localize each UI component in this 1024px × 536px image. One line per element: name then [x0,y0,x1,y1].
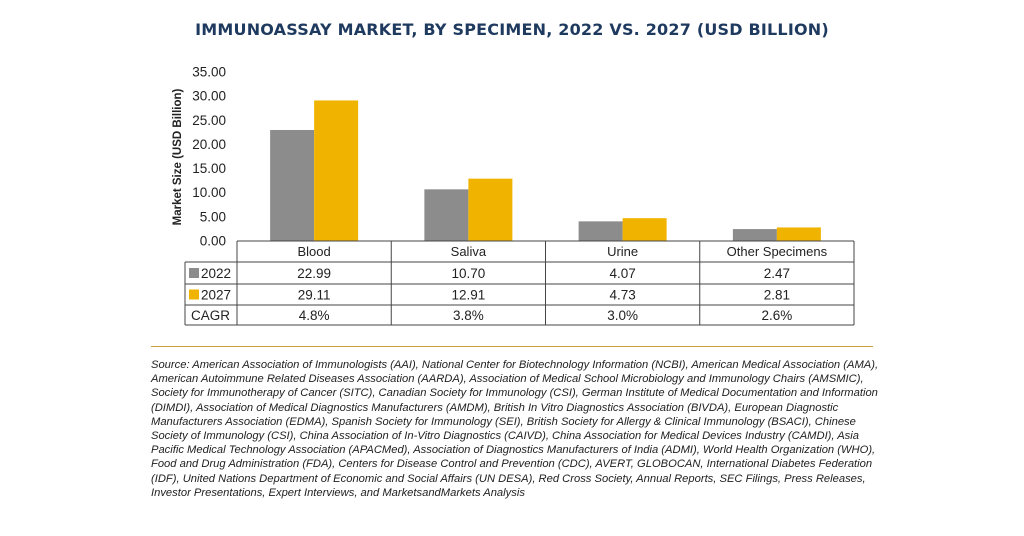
x-tick-label: Blood [298,244,331,259]
x-tick-label: Urine [607,244,638,259]
bar-2027-0 [314,100,359,242]
data-label: 2.81 [764,288,790,303]
cagr-value: 3.8% [453,308,484,323]
data-label: 22.99 [297,266,331,281]
y-tick-label: 10.00 [192,185,226,200]
data-label: 10.70 [451,266,485,281]
bar-2022-3 [732,229,777,241]
chart-title: IMMUNOASSAY MARKET, BY SPECIMEN, 2022 VS… [195,20,829,39]
y-tick-label: 25.00 [192,113,226,128]
legend-label: 2022 [201,266,231,281]
bar-2022-1 [424,189,469,241]
bar-2022-2 [578,221,623,241]
source-note: Source: American Association of Immunolo… [151,359,879,499]
y-axis-label: Market Size (USD Billion) [172,88,184,225]
data-label: 4.73 [609,288,635,303]
data-label: 29.11 [298,288,331,303]
x-tick-label: Saliva [451,244,487,259]
data-label: 4.07 [609,266,635,281]
bar-2027-1 [468,178,513,241]
cagr-value: 4.8% [299,308,330,323]
cagr-label: CAGR [191,308,230,323]
legend-label: 2027 [201,288,231,303]
legend-swatch-2022 [189,268,199,278]
data-label: 2.47 [764,266,790,281]
bar-2027-3 [776,227,821,241]
bar-2027-2 [622,218,667,241]
divider [151,346,873,347]
y-tick-label: 5.00 [200,209,226,224]
cagr-value: 3.0% [607,308,638,323]
bar-2022-0 [270,129,315,241]
y-tick-label: 35.00 [192,65,226,80]
y-tick-label: 30.00 [192,89,226,104]
bar-chart: 0.00 5.00 10.00 15.00 20.00 25.00 30.00 35.00 Ma… [172,65,855,326]
y-tick-label: 15.00 [192,161,226,176]
y-tick-label: 20.00 [192,137,226,152]
legend-swatch-2027 [189,289,199,300]
data-label: 12.91 [451,288,485,303]
x-tick-label: Other Specimens [727,244,828,259]
cagr-value: 2.6% [761,308,792,323]
y-tick-label: 0.00 [200,234,226,249]
